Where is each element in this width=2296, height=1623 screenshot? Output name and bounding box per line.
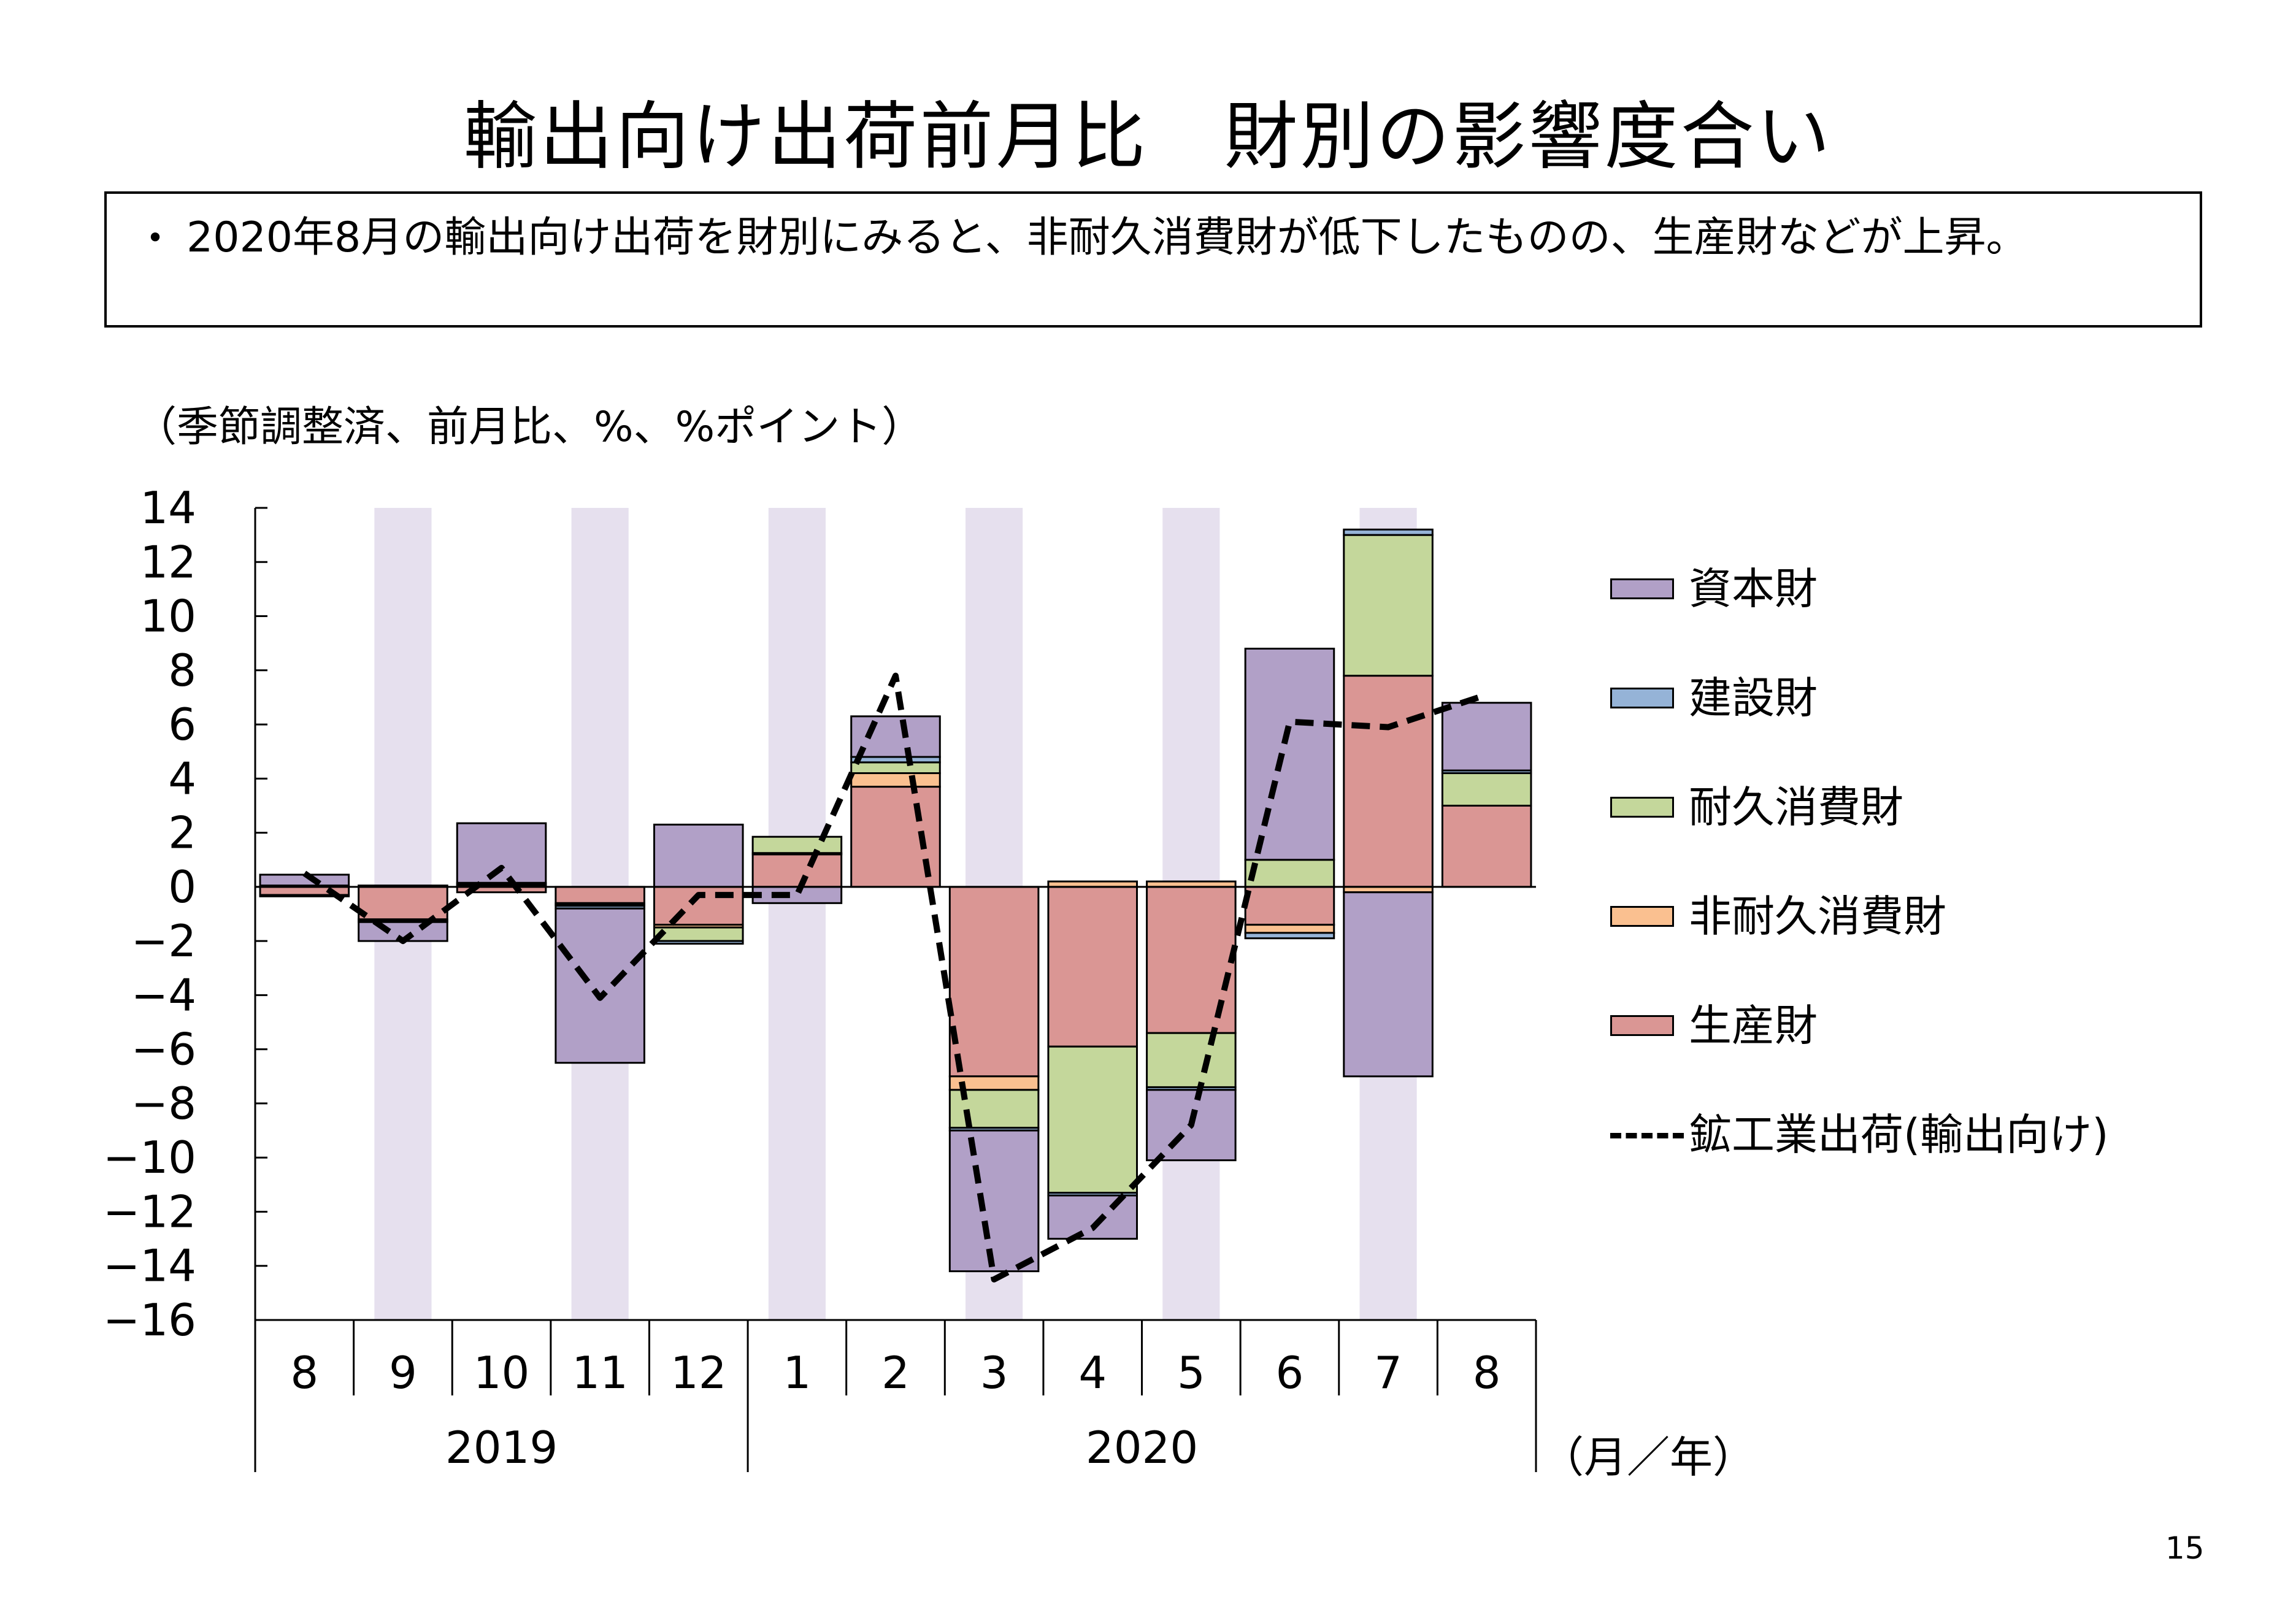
y-tick-label: 6 (168, 699, 196, 750)
legend-label: 鉱工業出荷(輸出向け) (1689, 1110, 2109, 1160)
bar-segment (259, 894, 350, 897)
y-tick-label: 14 (140, 482, 196, 534)
legend-swatch-icon (1610, 578, 1674, 599)
x-tick-label: 8 (1473, 1347, 1501, 1399)
y-tick-label: −10 (103, 1132, 196, 1183)
legend-swatch-icon (1610, 688, 1674, 708)
legend-label: 資本財 (1689, 564, 1818, 614)
bar-segment (555, 886, 645, 904)
x-tick-label: 10 (474, 1347, 530, 1399)
shade-band (768, 508, 826, 1320)
legend-swatch-icon (1610, 797, 1674, 818)
bar-segment (1441, 772, 1532, 807)
legend-label: 生産財 (1689, 1000, 1818, 1051)
bar-segment (751, 835, 843, 854)
y-tick-label: −16 (103, 1294, 196, 1346)
legend-label: 建設財 (1689, 673, 1818, 723)
x-tick-label: 5 (1177, 1347, 1205, 1399)
chart-units-label: （季節調整済、前月比、%、%ポイント） (135, 403, 924, 451)
bar-segment (1244, 924, 1335, 934)
bar-segment (653, 823, 744, 888)
x-tick-label: 4 (1078, 1347, 1107, 1399)
bar-segment (1047, 886, 1138, 1048)
bar-segment (1244, 647, 1335, 861)
y-tick-label: −6 (131, 1024, 196, 1075)
y-tick-label: 12 (140, 536, 196, 588)
x-tick-label: 9 (389, 1347, 417, 1399)
legend-label: 非耐久消費財 (1689, 891, 1946, 942)
y-tick-label: 8 (168, 645, 196, 696)
y-tick-label: 10 (140, 591, 196, 642)
summary-box: ・ 2020年8月の輸出向け出荷を財別にみると、非耐久消費財が低下したものの、生… (104, 191, 2202, 328)
legend-label: 耐久消費財 (1689, 782, 1903, 832)
bar-segment (1047, 1194, 1138, 1240)
x-tick-label: 2 (881, 1347, 910, 1399)
bar-segment (1343, 534, 1434, 677)
year-group-label: 2019 (445, 1422, 558, 1473)
bar-segment (1441, 702, 1532, 772)
x-axis-unit: （月／年） (1541, 1432, 1756, 1483)
bar-segment (555, 907, 645, 1064)
page-title: 輸出向け出荷前月比 財別の影響度合い (463, 94, 1833, 180)
bar-segment (358, 886, 448, 921)
bar-segment (948, 1129, 1040, 1273)
x-tick-label: 3 (980, 1347, 1008, 1399)
bar-segment (1441, 804, 1532, 888)
bar-segment (1343, 675, 1434, 888)
bar-segment (1343, 528, 1434, 536)
summary-text: 2020年8月の輸出向け出荷を財別にみると、非耐久消費財が低下したものの、生産財… (186, 213, 2028, 262)
legend-dashed-line-icon (1610, 1133, 1684, 1138)
bar-segment (1343, 891, 1434, 1078)
bar-segment (1146, 886, 1237, 1034)
y-tick-label: −12 (103, 1186, 196, 1237)
bar-segment (850, 772, 941, 788)
bar-segment (948, 886, 1040, 1078)
bar-segment (1244, 859, 1335, 888)
x-tick-label: 8 (290, 1347, 318, 1399)
legend-swatch-icon (1610, 906, 1674, 927)
x-tick-label: 7 (1374, 1347, 1402, 1399)
year-group-label: 2020 (1086, 1422, 1198, 1473)
y-tick-label: −8 (131, 1078, 196, 1129)
total-shipments-line (302, 672, 1488, 1283)
y-tick-label: −4 (131, 969, 196, 1021)
x-tick-label: 11 (572, 1347, 628, 1399)
bar-segment (1244, 932, 1335, 940)
y-tick-label: −2 (131, 915, 196, 967)
y-tick-label: 0 (168, 861, 196, 913)
bar-segment (653, 926, 744, 942)
bar-segment (850, 761, 941, 775)
y-tick-label: 2 (168, 807, 196, 859)
bar-segment (1146, 1032, 1237, 1088)
x-tick-label: 6 (1276, 1347, 1304, 1399)
summary-bullet: ・ (134, 215, 177, 263)
page-number: 15 (2165, 1530, 2205, 1566)
bar-segment (456, 822, 547, 884)
bar-segment (1244, 886, 1335, 926)
bar-segment (751, 853, 843, 888)
y-tick-label: 4 (168, 753, 196, 804)
x-tick-label: 12 (670, 1347, 727, 1399)
bar-segment (1047, 1045, 1138, 1194)
y-tick-label: −14 (103, 1240, 196, 1292)
x-tick-label: 1 (783, 1347, 811, 1399)
bar-segment (653, 940, 744, 945)
legend-swatch-icon (1610, 1015, 1674, 1036)
